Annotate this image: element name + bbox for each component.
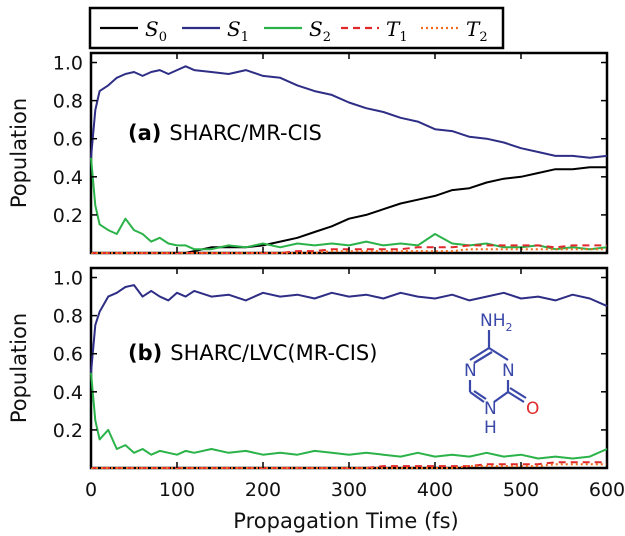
- panel-a: 0.2 0.4 0.6 0.8 1.0 Population (a) SHARC/MR-C…: [7, 51, 609, 255]
- legend-letter: T: [466, 17, 481, 41]
- panel-a-series-T1: [91, 244, 607, 254]
- ring-nitrogen-right: N: [502, 361, 515, 381]
- x-tick-label: 200: [245, 479, 281, 501]
- panel-b-ytick-label: 1.0: [53, 268, 83, 290]
- legend-letter: S: [227, 17, 241, 41]
- panel-b-label: (b) SHARC/LVC(MR-CIS): [128, 341, 377, 365]
- legend-subscript: 0: [159, 30, 167, 45]
- panel-b-ylabel: Population: [7, 313, 31, 423]
- legend-label-S0: S0: [145, 17, 167, 45]
- panel-b-ytick-label: 0.8: [53, 306, 83, 328]
- panel-b-ytick-label: 0.6: [53, 344, 83, 366]
- x-axis-title: Propagation Time (fs): [233, 509, 458, 533]
- x-tick-label: 400: [417, 479, 453, 501]
- panel-b: 0.2 0.4 0.6 0.8 1.0 0 100 200 300 400 500 600 Popu…: [7, 266, 625, 533]
- x-tick-label: 500: [503, 479, 539, 501]
- panel-a-ytick-label: 0.4: [53, 167, 83, 189]
- amine-group: NH2: [480, 311, 513, 334]
- panel-a-ytick-label: 0.2: [53, 205, 83, 227]
- panel-a-series-S2: [90, 157, 608, 251]
- panel-a-series-S0: [91, 166, 607, 254]
- carbonyl-oxygen: O: [526, 399, 539, 419]
- panel-b-label-bold: (b): [128, 341, 162, 365]
- x-tick-label: 600: [589, 479, 625, 501]
- legend-label-S1: S1: [227, 17, 249, 45]
- panel-a-ytick-label: 1.0: [53, 53, 83, 75]
- legend-label-T2: T2: [466, 17, 488, 45]
- panel-b-series-S2: [90, 372, 608, 460]
- panel-b-label-text: SHARC/LVC(MR-CIS): [170, 341, 377, 365]
- panel-a-label-bold: (a): [128, 121, 161, 145]
- molecule-structure: NH2 N N N H O: [464, 311, 539, 438]
- panel-b-ytick-label: 0.2: [53, 420, 83, 442]
- panel-a-label-text: SHARC/MR-CIS: [169, 121, 321, 145]
- amine-label: NH: [480, 311, 506, 331]
- legend-label-S2: S2: [309, 17, 331, 45]
- x-tick-label: 0: [85, 479, 97, 501]
- panel-a-ytick-label: 0.6: [53, 129, 83, 151]
- ring-nitrogen-left: N: [464, 361, 477, 381]
- panel-a-label: (a) SHARC/MR-CIS: [128, 121, 322, 145]
- ring-nh-hydrogen: H: [484, 418, 497, 438]
- panel-a-ylabel: Population: [7, 98, 31, 208]
- x-tick-label: 300: [331, 479, 367, 501]
- ring-nh-nitrogen: N: [484, 399, 497, 419]
- legend-subscript: 2: [479, 30, 487, 45]
- legend-subscript: 2: [323, 30, 331, 45]
- panel-a-ytick-label: 0.8: [53, 91, 83, 113]
- panel-a-series-T2: [91, 248, 607, 254]
- legend-letter: S: [145, 17, 159, 41]
- panel-b-series-S1: [90, 284, 608, 373]
- legend-letter: S: [309, 17, 323, 41]
- panel-a-series-S1: [90, 65, 608, 159]
- panel-b-series-T1: [91, 461, 607, 469]
- legend-subscript: 1: [399, 30, 407, 45]
- legend: S0 S1 S2 T1 T2: [88, 6, 505, 50]
- panel-b-series-T2: [91, 463, 607, 469]
- legend-subscript: 1: [241, 30, 249, 45]
- panel-b-ytick-label: 0.4: [53, 382, 83, 404]
- legend-label-T1: T1: [386, 17, 408, 45]
- legend-letter: T: [386, 17, 401, 41]
- amine-subscript: 2: [506, 321, 513, 334]
- panel-a-frame: [89, 51, 609, 255]
- x-tick-label: 100: [159, 479, 195, 501]
- molecule-bonds: [468, 330, 527, 403]
